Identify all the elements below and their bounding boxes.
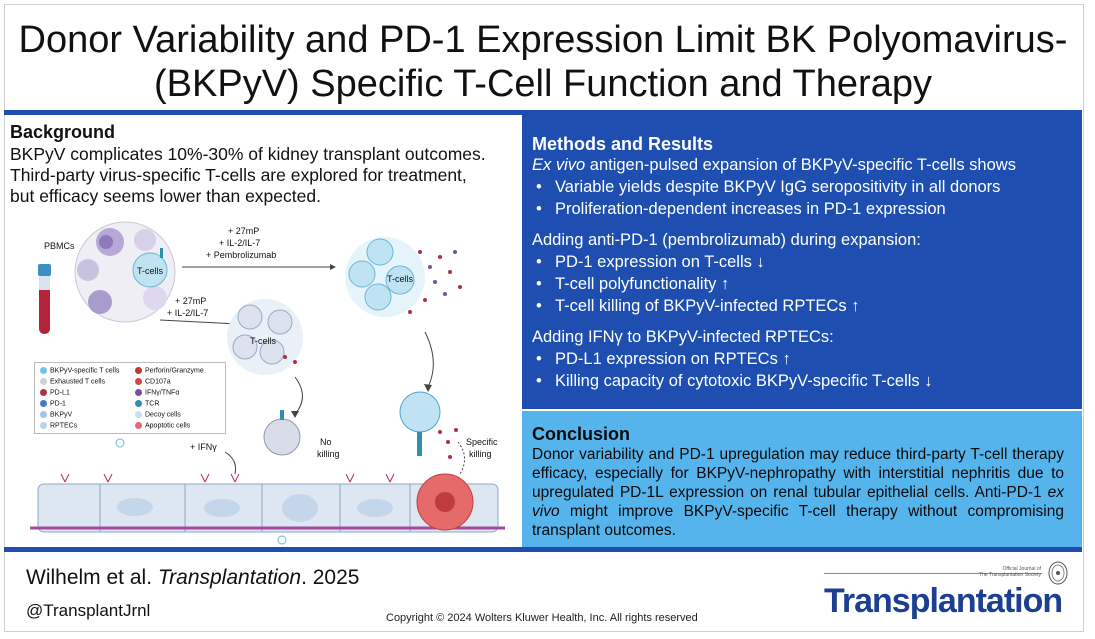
society-seal-icon (1048, 561, 1068, 585)
brand-divider (824, 573, 1042, 574)
list-item: T-cell polyfunctionality ↑ (532, 273, 1074, 295)
list-item: Killing capacity of cytotoxic BKPyV-spec… (532, 370, 1074, 392)
citation: Wilhelm et al. Transplantation. 2025 (26, 566, 360, 589)
blood-tube-icon (38, 264, 51, 334)
legend-item: BKPyV-specific T cells (40, 367, 119, 374)
legend-item: Decoy cells (135, 411, 181, 418)
specific-killing-line1: Specific (466, 437, 498, 447)
exhausted-tcells-label: T-cells (250, 336, 277, 346)
list-item: Proliferation-dependent increases in PD-… (532, 198, 1074, 220)
legend-item: PD-L1 (40, 389, 70, 396)
list-item: Variable yields despite BKPyV IgG seropo… (532, 176, 1074, 198)
title-line-1: Donor Variability and PD-1 Expression Li… (18, 19, 1068, 61)
bottom-divider (4, 547, 1082, 552)
expanded-tcells-label: T-cells (387, 274, 414, 284)
no-killing-line1: No (320, 437, 332, 447)
legend-item: Perforin/Granzyme (135, 367, 204, 374)
no-killing-line2: killing (317, 449, 340, 459)
methods-bullets-3: PD-L1 expression on RPTECs ↑ Killing cap… (532, 348, 1074, 392)
diagram-legend: BKPyV-specific T cells Perforin/Granzyme… (34, 362, 226, 434)
down-arrow-icon: ↓ (756, 253, 765, 271)
up-arrow-icon: ↑ (782, 350, 791, 368)
journal-logo: Transplantation (824, 582, 1063, 620)
copyright-text: Copyright © 2024 Wolters Kluwer Health, … (386, 612, 698, 624)
pbmc-tcells-label: T-cells (137, 266, 164, 276)
legend-item: RPTECs (40, 422, 77, 429)
background-text: BKPyV complicates 10%-30% of kidney tran… (10, 144, 522, 207)
methods-intro: Ex vivo antigen-pulsed expansion of BKPy… (532, 156, 1016, 174)
legend-item: TCR (135, 400, 159, 407)
exhausted-tcells-icon (227, 299, 303, 375)
legend-item: CD107a (135, 378, 171, 385)
arrow2-line1: + 27mP (175, 296, 206, 306)
pd1-tcell-icon (263, 410, 301, 456)
up-arrow-icon: ↑ (851, 297, 860, 315)
arrow1-line2: + IL-2/IL-7 (219, 238, 260, 248)
methods-subheading-3: Adding IFNγ to BKPyV-infected RPTECs: (532, 328, 834, 346)
top-divider (4, 110, 1082, 115)
methods-heading: Methods and Results (532, 134, 714, 154)
expanded-tcells-pembrolizumab-icon (345, 237, 462, 317)
page-title: Donor Variability and PD-1 Expression Li… (4, 18, 1082, 106)
up-arrow-icon: ↑ (721, 275, 730, 293)
methods-bullets-1: Variable yields despite BKPyV IgG seropo… (532, 176, 1074, 220)
legend-item: Apoptotic cells (135, 422, 190, 429)
arrow1-line3: + Pembrolizumab (206, 250, 276, 260)
down-arrow-icon: ↓ (924, 372, 933, 390)
rptec-cell-row (30, 473, 505, 545)
list-item: PD-1 expression on T-cells ↓ (532, 251, 1074, 273)
twitter-handle[interactable]: @TransplantJrnl (26, 601, 151, 620)
cytotoxic-tcell-icon (399, 391, 458, 459)
background-line-1: BKPyV complicates 10%-30% of kidney tran… (10, 144, 486, 164)
ifng-label: + IFNγ (190, 442, 217, 452)
methods-subheading-2: Adding anti-PD-1 (pembrolizumab) during … (532, 231, 921, 249)
conclusion-panel: Conclusion Donor variability and PD-1 up… (522, 411, 1082, 547)
specific-killing-line2: killing (469, 449, 492, 459)
list-item: T-cell killing of BKPyV-infected RPTECs … (532, 295, 1074, 317)
background-line-3: but efficacy seems lower than expected. (10, 186, 321, 206)
methods-results-panel: Methods and Results Ex vivo antigen-puls… (522, 115, 1082, 409)
background-heading: Background (10, 122, 116, 142)
title-line-2: (BKPyV) Specific T-Cell Function and The… (154, 63, 932, 105)
journal-note: Official Journal of The Transplantation … (979, 566, 1041, 578)
legend-item: IFNγ/TNFα (135, 389, 179, 396)
background-line-2: Third-party virus-specific T-cells are e… (10, 165, 467, 185)
arrow1-line1: + 27mP (228, 226, 259, 236)
arrow2-line2: + IL-2/IL-7 (167, 308, 208, 318)
pbmc-cluster-icon (74, 221, 176, 323)
legend-item: PD-1 (40, 400, 66, 407)
background-section: Background BKPyV complicates 10%-30% of … (10, 122, 522, 207)
conclusion-heading: Conclusion (532, 424, 630, 444)
list-item: PD-L1 expression on RPTECs ↑ (532, 348, 1074, 370)
conclusion-text: Donor variability and PD-1 upregulation … (532, 446, 1064, 539)
legend-item: BKPyV (40, 411, 72, 418)
mechanism-diagram: PBMCs T-cells + 27mP + IL-2/IL-7 + Pembr… (30, 221, 505, 545)
pbmcs-label: PBMCs (44, 241, 75, 251)
methods-bullets-2: PD-1 expression on T-cells ↓ T-cell poly… (532, 251, 1074, 317)
legend-item: Exhausted T cells (40, 378, 105, 385)
